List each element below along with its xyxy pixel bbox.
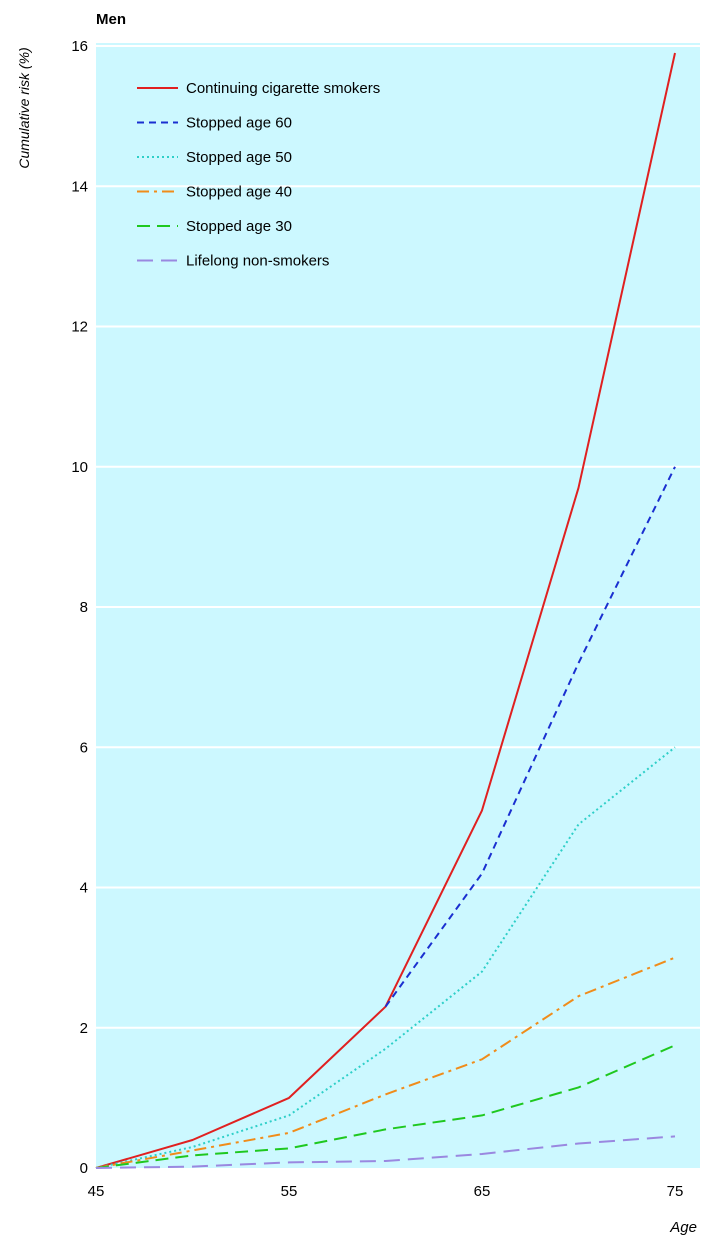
plot-background [96,43,700,1168]
y-tick-label: 10 [71,459,88,476]
x-axis-ticks: 45 55 65 75 [88,1183,684,1200]
gridlines [96,45,700,1029]
legend-label-2: Stopped age 50 [186,149,292,166]
y-tick-label: 6 [80,739,88,756]
chart-title: Men [96,11,126,28]
y-tick-label: 2 [80,1020,88,1037]
y-tick-label: 8 [80,599,88,616]
x-tick-label: 45 [88,1183,105,1200]
y-tick-label: 12 [71,319,88,336]
y-tick-label: 14 [71,178,88,195]
legend-label-3: Stopped age 40 [186,184,292,201]
y-axis-ticks: 0 2 4 6 8 10 12 14 16 [71,38,88,1177]
y-tick-label: 4 [80,880,88,897]
series-lines [95,52,676,1169]
legend-label-5: Lifelong non-smokers [186,253,329,270]
x-tick-label: 55 [281,1183,298,1200]
series-line-1 [384,466,676,1008]
legend-label-1: Stopped age 60 [186,115,292,132]
legend-label-4: Stopped age 30 [186,218,292,235]
series-line-5 [95,1135,676,1169]
series-line-3 [95,956,676,1169]
x-tick-label: 65 [474,1183,491,1200]
x-tick-label: 75 [667,1183,684,1200]
x-axis-label: Age [669,1219,697,1236]
y-axis-label: Cumulative risk (%) [16,47,32,168]
legend-label-0: Continuing cigarette smokers [186,80,380,97]
y-tick-label: 0 [80,1160,88,1177]
y-tick-label: 16 [71,38,88,55]
series-line-4 [95,1044,676,1169]
legend: Continuing cigarette smokers Stopped age … [137,80,380,270]
